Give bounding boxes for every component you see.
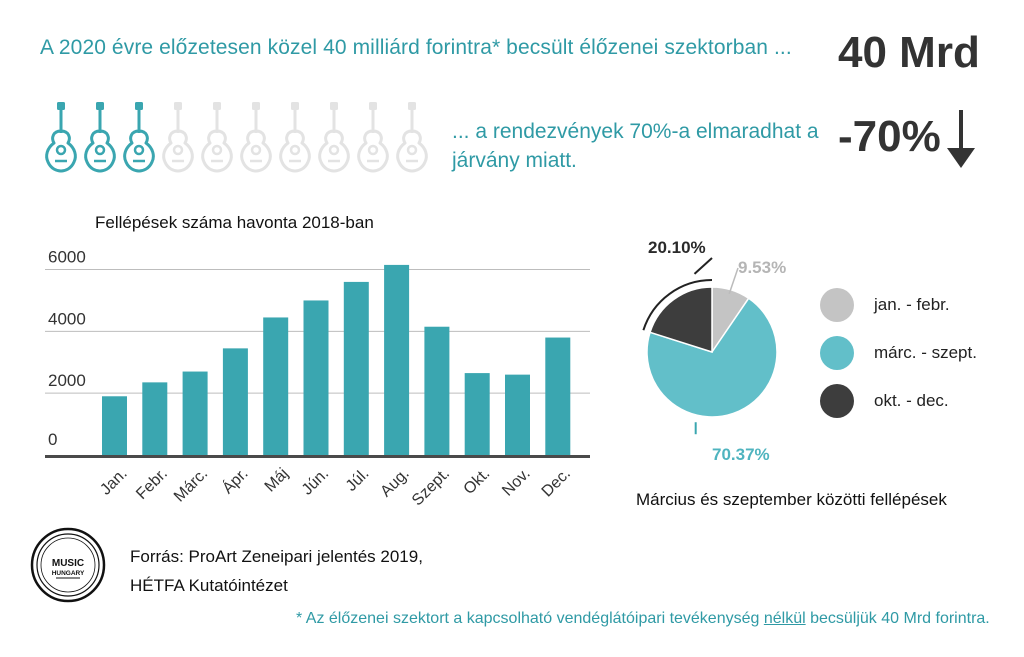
pie-slice xyxy=(646,297,778,418)
y-tick-label: 2000 xyxy=(48,371,86,390)
bar xyxy=(464,373,490,455)
guitar-icon xyxy=(123,102,155,173)
logo-line2: HUNGARY xyxy=(52,570,85,577)
pie-chart-caption: Március és szeptember közötti fellépések xyxy=(636,490,947,509)
bar xyxy=(303,300,329,455)
guitar-icon xyxy=(357,102,389,173)
y-tick-label: 4000 xyxy=(48,309,86,328)
legend-dot xyxy=(820,384,854,418)
x-tick-label: Júl. xyxy=(343,465,373,495)
source-note: Forrás: ProArt Zeneipari jelentés 2019, … xyxy=(130,542,423,600)
bar xyxy=(182,371,208,455)
x-tick-label: Aug. xyxy=(377,465,412,500)
logo-line1: MUSIC xyxy=(52,558,84,569)
bar xyxy=(545,337,571,455)
pie-chart xyxy=(642,257,778,435)
x-tick-label: Szept. xyxy=(409,465,453,509)
kpi-value: 40 Mrd xyxy=(838,28,980,77)
bar xyxy=(505,374,530,455)
guitar-icon xyxy=(162,102,194,173)
x-tick-label: Jún. xyxy=(299,465,332,498)
source-line2: HÉTFA Kutatóintézet xyxy=(130,576,288,595)
guitar-icon xyxy=(240,102,272,173)
guitar-icon xyxy=(201,102,233,173)
bar xyxy=(222,348,248,455)
footnote-emphasis: nélkül xyxy=(763,610,806,627)
subline: ... a rendezvények 70%-a elmaradhat a já… xyxy=(452,120,819,172)
bar xyxy=(384,264,410,455)
x-tick-label: Ápr. xyxy=(218,464,252,498)
pie-label-marc-szept: 70.37% xyxy=(712,445,770,464)
x-tick-label: Márc. xyxy=(171,465,211,505)
legend-item-jan-febr: jan. - febr. xyxy=(820,288,950,322)
bar xyxy=(142,382,168,455)
x-tick-label: Dec. xyxy=(539,465,574,500)
guitar-icon-row xyxy=(45,102,428,173)
legend-dot xyxy=(820,336,854,370)
bar xyxy=(343,281,369,455)
footnote-text-end: becsüljük 40 Mrd forintra. xyxy=(805,610,990,627)
pie-slice xyxy=(649,286,713,354)
footnote: * Az élőzenei szektort a kapcsolható ven… xyxy=(296,610,990,628)
bar-chart-title: Fellépések száma havonta 2018-ban xyxy=(95,213,374,232)
bar xyxy=(102,396,127,455)
guitar-icon xyxy=(279,102,311,173)
x-tick-label: Okt. xyxy=(461,465,494,498)
arrow-down-icon xyxy=(947,110,975,168)
x-tick-label: Nov. xyxy=(499,465,533,499)
guitar-icon xyxy=(396,102,428,173)
legend-dot xyxy=(820,288,854,322)
bar xyxy=(424,326,450,455)
guitar-icon xyxy=(318,102,350,173)
y-tick-label: 6000 xyxy=(48,248,86,267)
x-tick-label: Jan. xyxy=(97,465,130,498)
bar-chart: 0 2000 4000 6000 Jan. Febr. Márc. Ápr. Máj Jún. Jú… xyxy=(45,248,590,509)
pie-label-okt-dec: 20.10% xyxy=(648,238,706,257)
legend-label: jan. - febr. xyxy=(874,295,950,314)
kpi-change: -70% xyxy=(838,112,941,161)
footnote-text: * Az élőzenei szektort a kapcsolható ven… xyxy=(296,610,764,627)
bar xyxy=(263,317,289,455)
legend-item-okt-dec: okt. - dec. xyxy=(820,384,949,418)
legend-label: márc. - szept. xyxy=(874,343,977,362)
headline: A 2020 évre előzetesen közel 40 milliárd… xyxy=(40,36,792,59)
guitar-icon xyxy=(45,102,77,173)
x-tick-label: Febr. xyxy=(133,465,171,503)
guitar-icon xyxy=(84,102,116,173)
source-line1: Forrás: ProArt Zeneipari jelentés 2019, xyxy=(130,547,423,566)
y-tick-label: 0 xyxy=(48,430,57,449)
legend-item-marc-szept: márc. - szept. xyxy=(820,336,977,370)
legend-label: okt. - dec. xyxy=(874,391,949,410)
music-hungary-logo: MUSIC HUNGARY xyxy=(30,527,106,603)
pie-leader-line xyxy=(728,267,739,295)
pie-bracket xyxy=(642,279,713,331)
x-tick-label: Máj xyxy=(262,465,292,495)
pie-label-jan-febr: 9.53% xyxy=(738,258,787,277)
pie-leader-line xyxy=(693,257,713,275)
